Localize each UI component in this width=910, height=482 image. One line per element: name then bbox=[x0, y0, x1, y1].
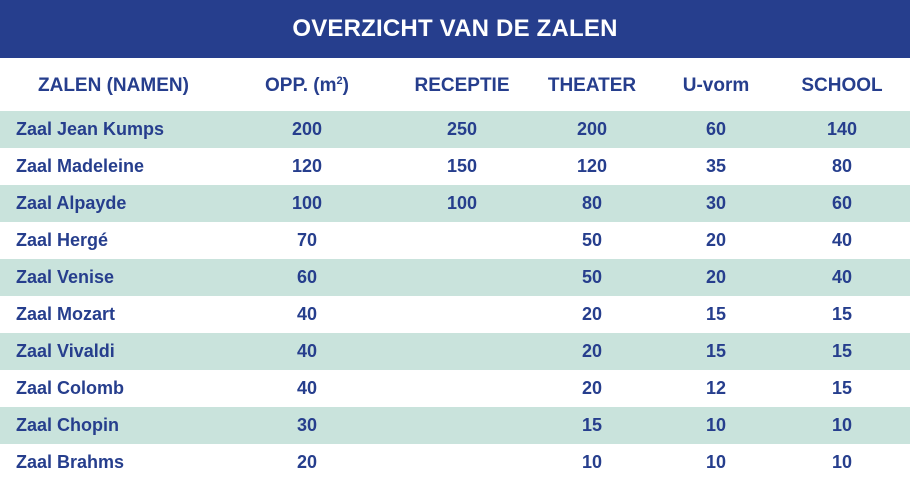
room-u-shape: 12 bbox=[705, 378, 727, 398]
room-name: Zaal Chopin bbox=[16, 415, 119, 435]
header-reception: RECEPTIE bbox=[414, 75, 510, 96]
room-name: Zaal Brahms bbox=[16, 452, 125, 472]
room-name: Zaal Alpayde bbox=[16, 193, 127, 213]
room-u-shape: 15 bbox=[705, 341, 727, 361]
room-school: 140 bbox=[826, 119, 858, 139]
room-u-shape: 20 bbox=[705, 230, 727, 250]
room-theater: 200 bbox=[576, 119, 608, 139]
table-row: Zaal Venise 60 50 20 40 bbox=[0, 259, 910, 296]
room-u-shape: 10 bbox=[705, 452, 727, 472]
room-school: 15 bbox=[831, 378, 853, 398]
room-u-shape: 15 bbox=[705, 304, 727, 324]
room-theater: 20 bbox=[581, 304, 603, 324]
room-theater: 50 bbox=[581, 230, 603, 250]
table-row: Zaal Colomb 40 20 12 15 bbox=[0, 370, 910, 407]
room-theater: 15 bbox=[581, 415, 603, 435]
room-u-shape: 30 bbox=[705, 193, 727, 213]
room-area: 30 bbox=[296, 415, 318, 435]
room-u-shape: 10 bbox=[705, 415, 727, 435]
room-name: Zaal Colomb bbox=[16, 378, 125, 398]
table-row: Zaal Vivaldi 40 20 15 15 bbox=[0, 333, 910, 370]
header-school: SCHOOL bbox=[801, 75, 883, 96]
header-name: ZALEN (NAMEN) bbox=[38, 75, 189, 96]
page-title: OVERZICHT VAN DE ZALEN bbox=[292, 15, 618, 42]
table-row: Zaal Brahms 20 10 10 10 bbox=[0, 444, 910, 481]
table-row: Zaal Mozart 40 20 15 15 bbox=[0, 296, 910, 333]
room-area: 60 bbox=[296, 267, 318, 287]
room-name: Zaal Vivaldi bbox=[16, 341, 115, 361]
room-theater: 10 bbox=[581, 452, 603, 472]
table-row: Zaal Madeleine 120 150 120 35 80 bbox=[0, 148, 910, 185]
room-school: 15 bbox=[831, 341, 853, 361]
room-reception: 150 bbox=[446, 156, 478, 176]
room-name: Zaal Mozart bbox=[16, 304, 116, 324]
room-u-shape: 35 bbox=[705, 156, 727, 176]
room-school: 10 bbox=[831, 415, 853, 435]
room-theater: 20 bbox=[581, 378, 603, 398]
room-name: Zaal Jean Kumps bbox=[16, 119, 165, 139]
room-name: Zaal Madeleine bbox=[16, 156, 145, 176]
room-area: 200 bbox=[291, 119, 323, 139]
room-area: 20 bbox=[296, 452, 318, 472]
room-theater: 80 bbox=[581, 193, 603, 213]
room-u-shape: 60 bbox=[705, 119, 727, 139]
header-theater: THEATER bbox=[547, 75, 637, 96]
table-row: Zaal Alpayde 100 100 80 30 60 bbox=[0, 185, 910, 222]
room-theater: 20 bbox=[581, 341, 603, 361]
room-area: 120 bbox=[291, 156, 323, 176]
table-row: Zaal Jean Kumps 200 250 200 60 140 bbox=[0, 111, 910, 148]
room-area: 40 bbox=[296, 378, 318, 398]
room-school: 40 bbox=[831, 230, 853, 250]
title-banner: OVERZICHT VAN DE ZALEN bbox=[0, 0, 910, 58]
header-u-shape: U-vorm bbox=[682, 75, 750, 96]
room-name: Zaal Hergé bbox=[16, 230, 109, 250]
header-area: OPP. (m2) bbox=[232, 75, 382, 97]
room-school: 40 bbox=[831, 267, 853, 287]
table-header-row: ZALEN (NAMEN) OPP. (m2) RECEPTIE THEATER… bbox=[0, 67, 910, 105]
header-area-sup: 2 bbox=[336, 75, 343, 87]
table-row: Zaal Hergé 70 50 20 40 bbox=[0, 222, 910, 259]
room-area: 70 bbox=[296, 230, 318, 250]
room-u-shape: 20 bbox=[705, 267, 727, 287]
room-area: 40 bbox=[296, 304, 318, 324]
room-name: Zaal Venise bbox=[16, 267, 115, 287]
room-reception: 250 bbox=[446, 119, 478, 139]
header-area-suffix: ) bbox=[342, 75, 349, 96]
room-school: 60 bbox=[831, 193, 853, 213]
room-reception: 100 bbox=[446, 193, 478, 213]
room-theater: 50 bbox=[581, 267, 603, 287]
room-area: 100 bbox=[291, 193, 323, 213]
table-row: Zaal Chopin 30 15 10 10 bbox=[0, 407, 910, 444]
room-school: 10 bbox=[831, 452, 853, 472]
room-theater: 120 bbox=[576, 156, 608, 176]
room-area: 40 bbox=[296, 341, 318, 361]
header-area-prefix: OPP. (m bbox=[265, 75, 337, 96]
room-school: 80 bbox=[831, 156, 853, 176]
room-school: 15 bbox=[831, 304, 853, 324]
rooms-table: ZALEN (NAMEN) OPP. (m2) RECEPTIE THEATER… bbox=[0, 67, 910, 481]
